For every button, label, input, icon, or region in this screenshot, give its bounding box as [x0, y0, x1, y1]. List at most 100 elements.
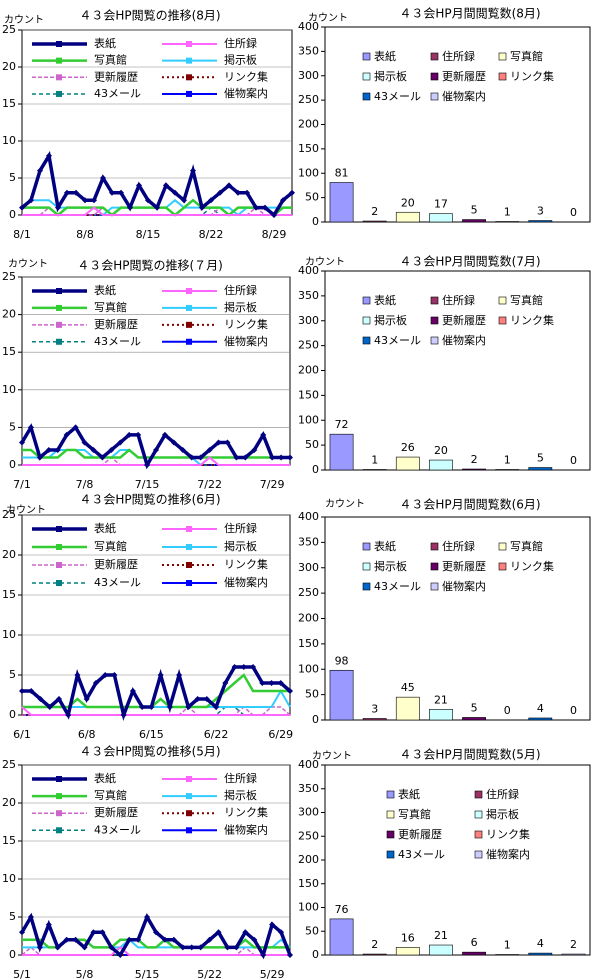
point — [217, 189, 223, 196]
value-label: 1 — [504, 939, 511, 952]
legend-label: 表紙 — [374, 293, 396, 307]
y-axis-label: カウント — [6, 504, 46, 516]
bar — [362, 953, 387, 956]
y-tick-label: 200 — [298, 364, 319, 377]
value-label: 16 — [401, 931, 415, 944]
legend-marker — [186, 338, 192, 345]
legend-swatch — [362, 336, 371, 345]
legend-swatch — [430, 542, 439, 551]
point — [154, 204, 160, 211]
legend-swatch — [498, 72, 507, 81]
y-tick-label: 350 — [298, 535, 319, 548]
legend-label: 表紙 — [374, 49, 396, 63]
point — [224, 439, 231, 446]
point — [27, 424, 34, 431]
bar — [362, 220, 387, 223]
y-tick-label: 25 — [2, 270, 16, 283]
point — [250, 664, 257, 670]
legend-label: 掲示板 — [224, 539, 257, 553]
bar — [329, 182, 354, 223]
value-label: 0 — [570, 454, 577, 467]
legend-swatch — [430, 562, 439, 571]
legend-swatch — [362, 296, 371, 305]
legend-marker — [186, 793, 192, 800]
legend-label: 住所録 — [224, 521, 257, 535]
y-tick-label: 10 — [2, 872, 16, 885]
y-tick-label: 15 — [2, 588, 16, 601]
legend-swatch — [430, 52, 439, 61]
point — [81, 944, 88, 951]
point — [72, 936, 79, 943]
y-tick-label: 10 — [2, 383, 16, 396]
legend-swatch — [386, 810, 395, 819]
legend-marker — [56, 321, 62, 328]
x-tick-label: 6/1 — [13, 728, 31, 741]
point — [242, 929, 249, 936]
y-tick-label: 50 — [305, 191, 319, 204]
point — [278, 929, 285, 936]
point — [64, 189, 70, 196]
point — [269, 921, 276, 928]
legend-label: 催物案内 — [442, 89, 486, 103]
point — [268, 680, 275, 686]
x-tick-label: 7/8 — [76, 478, 94, 491]
legend-label: リンク集 — [224, 805, 268, 819]
chart-title: ４３会HP月間閲覧数(6月) — [399, 497, 540, 512]
point — [206, 936, 213, 943]
point — [144, 914, 151, 920]
value-label: 2 — [570, 938, 577, 951]
point — [37, 696, 44, 702]
point — [109, 189, 115, 196]
point — [28, 688, 35, 694]
legend-label: 催物案内 — [442, 333, 486, 347]
y-tick-label: 20 — [2, 60, 16, 73]
y-tick-label: 50 — [305, 438, 319, 451]
x-tick-label: 6/8 — [78, 728, 96, 741]
legend-swatch — [498, 52, 507, 61]
point — [197, 454, 204, 461]
y-tick-label: 20 — [2, 308, 16, 321]
legend-marker — [186, 304, 192, 311]
y-tick-label: 0 — [312, 948, 319, 961]
point — [37, 167, 43, 174]
point — [139, 704, 146, 710]
point — [166, 704, 173, 710]
y-tick-label: 0 — [312, 215, 319, 228]
point — [287, 688, 293, 694]
x-tick-label: 5/15 — [135, 968, 160, 979]
point — [65, 712, 72, 718]
point — [28, 197, 34, 204]
point — [188, 944, 195, 951]
point — [120, 712, 127, 718]
point — [188, 454, 195, 461]
y-tick-label: 400 — [298, 758, 319, 771]
y-axis-label: カウント — [312, 750, 352, 762]
point — [203, 696, 210, 702]
x-tick-label: 8/15 — [136, 228, 161, 241]
legend-marker — [56, 580, 62, 586]
point — [213, 704, 220, 710]
legend-label: 表紙 — [94, 771, 116, 785]
point — [289, 189, 295, 196]
x-tick-label: 8/8 — [76, 228, 94, 241]
point — [127, 204, 133, 211]
legend-marker — [186, 526, 192, 532]
legend-label: 催物案内 — [442, 579, 486, 593]
value-label: 21 — [434, 693, 448, 706]
point — [102, 672, 109, 678]
y-tick-label: 350 — [298, 782, 319, 795]
x-tick-label: 7/22 — [197, 478, 222, 491]
point — [231, 664, 238, 670]
value-label: 45 — [401, 681, 415, 694]
value-label: 0 — [570, 704, 577, 717]
point — [179, 446, 186, 453]
point — [19, 688, 25, 694]
legend-label: リンク集 — [510, 313, 554, 327]
point — [19, 439, 25, 446]
y-tick-label: 0 — [9, 208, 16, 221]
y-tick-label: 150 — [298, 388, 319, 401]
legend-marker — [186, 74, 192, 81]
y-tick-label: 250 — [298, 339, 319, 352]
legend-label: 写真館 — [94, 539, 127, 553]
